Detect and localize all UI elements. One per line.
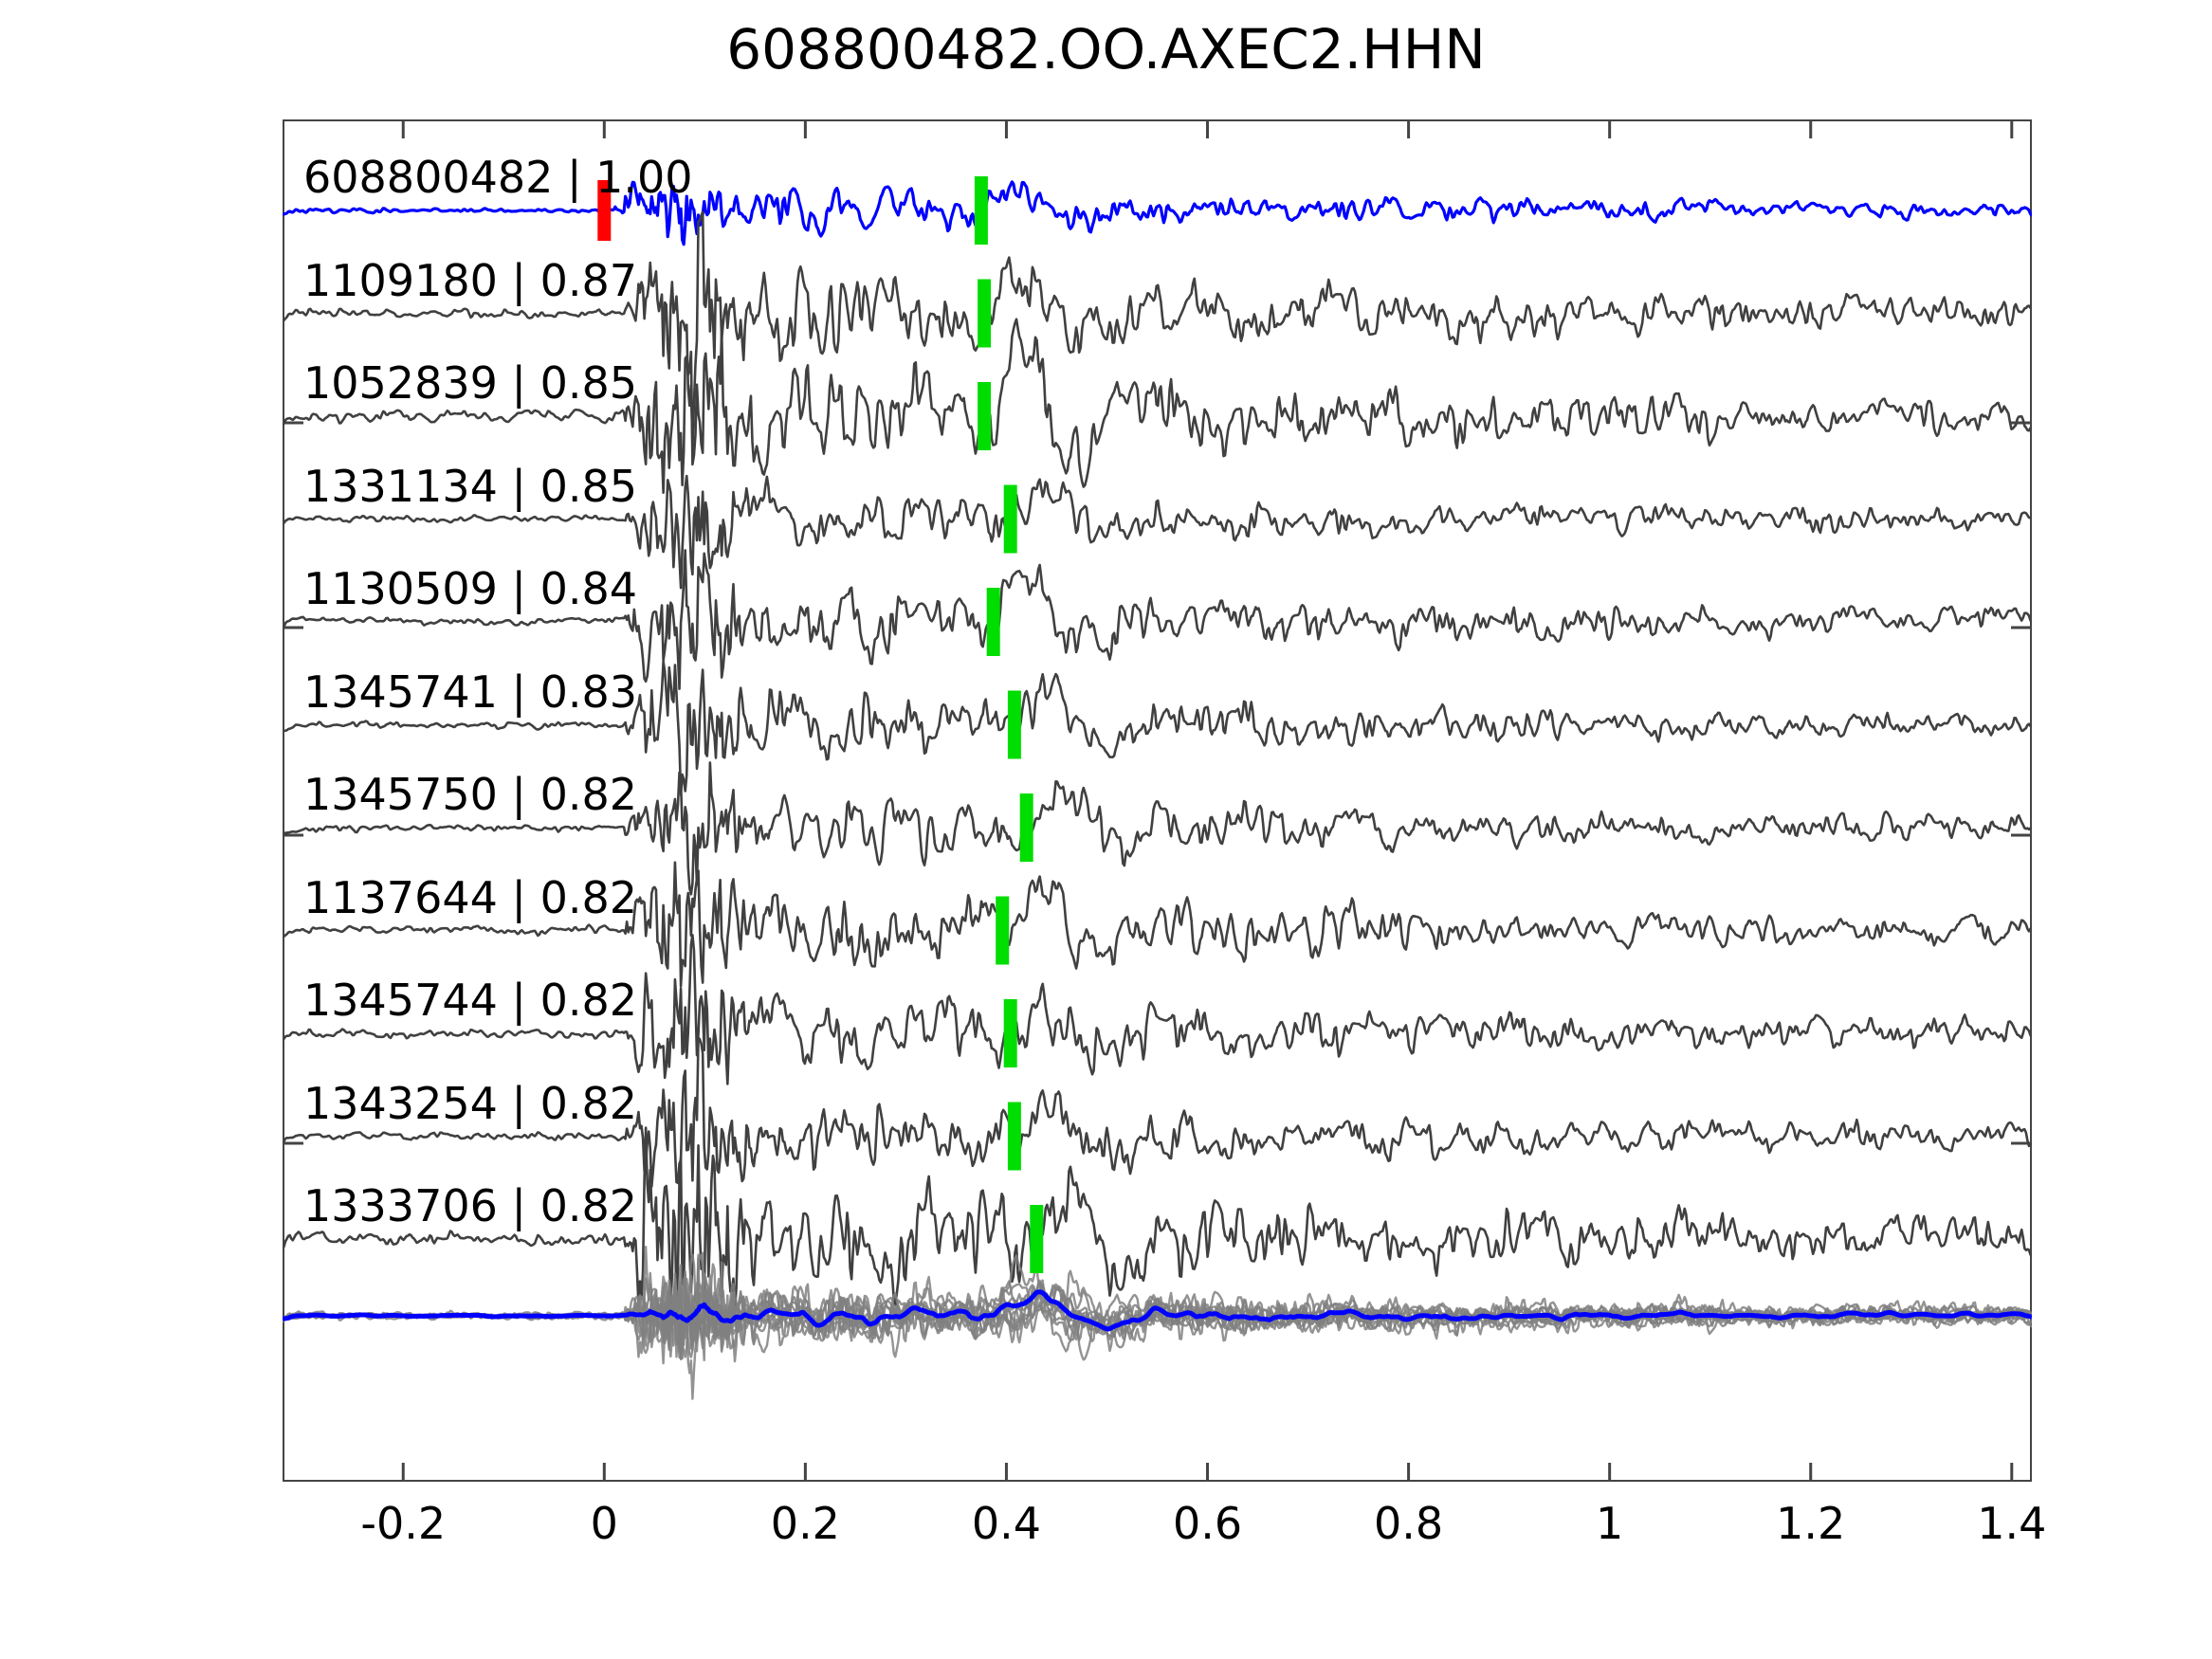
- trace-label: 1343254 | 0.82: [303, 1077, 638, 1129]
- x-tick-label: 0.8: [1374, 1498, 1444, 1549]
- pick-marker-s: [1030, 1205, 1044, 1273]
- x-axis-ticks: [401, 119, 2014, 1482]
- pick-marker-p: [597, 180, 612, 241]
- trace-label: 1345750 | 0.82: [303, 769, 638, 820]
- trace-label: 1052839 | 0.85: [303, 357, 638, 409]
- trace-label: 1345744 | 0.82: [303, 975, 638, 1026]
- trace-label: 608800482 | 1.00: [303, 152, 693, 203]
- waveform-trace: [283, 1036, 2032, 1188]
- waveform-trace: [283, 1126, 2032, 1314]
- stack-panel-group: [283, 1245, 2032, 1400]
- x-tick-label: 0.4: [971, 1498, 1042, 1549]
- x-tick-label-group: -0.2 0 0.2 0.4 0.6 0.8 1 1.2 1.4: [283, 1498, 2046, 1555]
- pick-marker-s: [1019, 793, 1033, 862]
- waveform-trace: [283, 933, 2032, 1085]
- trace-label: 1345741 | 0.83: [303, 665, 638, 718]
- x-tick-label: 1: [1596, 1498, 1624, 1549]
- x-tick-label: -0.2: [360, 1498, 447, 1549]
- pick-marker-s: [1007, 690, 1021, 759]
- x-tick-label: 0: [590, 1498, 618, 1549]
- pick-marker-s: [1007, 1102, 1021, 1171]
- page-title: 608800482.OO.AXEC2.HHN: [726, 17, 1486, 82]
- trace-label: 1137644 | 0.82: [303, 871, 638, 923]
- pick-marker-s: [978, 382, 992, 450]
- x-tick-label: 1.4: [1977, 1498, 2047, 1549]
- waveform-trace: [283, 660, 2032, 796]
- plot-area: 608800482 | 1.00 1109180 | 0.87 1052839 | …: [283, 119, 2032, 1482]
- trace-label: 1331134 | 0.85: [303, 460, 638, 512]
- pick-marker-s: [996, 896, 1010, 965]
- pick-marker-s: [1003, 484, 1017, 554]
- pick-marker-s: [986, 588, 1000, 656]
- pick-marker-s: [974, 176, 988, 245]
- pick-marker-s: [978, 279, 992, 348]
- waveform-trace: [283, 210, 2032, 448]
- waveform-trace: [283, 474, 2032, 590]
- stack-mean-trace: [283, 1289, 2032, 1332]
- trace-label: 1130509 | 0.84: [303, 563, 638, 614]
- pick-marker-group: [597, 176, 1044, 1273]
- x-tick-label: 0.2: [770, 1498, 840, 1549]
- stack-overlay-trace: [283, 1245, 2032, 1363]
- waveform-trace: [283, 549, 2032, 691]
- waveform-trace: [283, 761, 2032, 896]
- waveform-plot: [283, 119, 2032, 1482]
- trace-label: 1333706 | 0.82: [303, 1180, 638, 1231]
- waveform-trace: [283, 861, 2032, 988]
- trace-label: 1109180 | 0.87: [303, 254, 638, 306]
- x-tick-label: 1.2: [1776, 1498, 1846, 1549]
- x-tick-label: 0.6: [1172, 1498, 1243, 1549]
- trace-group: [283, 180, 2032, 1314]
- waveform-trace: [283, 180, 2032, 246]
- pick-marker-s: [1003, 999, 1017, 1067]
- waveform-trace: [283, 318, 2032, 494]
